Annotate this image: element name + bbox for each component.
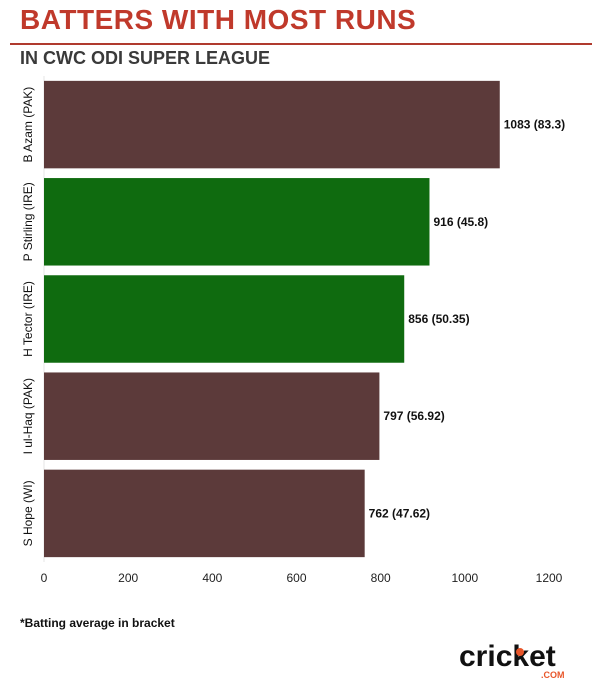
- title-divider: [10, 43, 592, 45]
- x-tick-label: 800: [371, 571, 391, 585]
- logo-suffix: .COM: [541, 670, 565, 680]
- x-tick-label: 1200: [536, 571, 563, 585]
- chart-subtitle: IN CWC ODI SUPER LEAGUE: [20, 48, 271, 68]
- data-label: 797 (56.92): [383, 409, 444, 423]
- logo-wordmark: cricket: [459, 640, 556, 673]
- bar-chart: 1083 (83.3) B Azam (PAK) 916 (45.8) P Stirl…: [21, 76, 565, 585]
- data-label: 1083 (83.3): [504, 118, 565, 132]
- data-label: 916 (45.8): [433, 215, 488, 229]
- category-label: H Tector (IRE): [21, 281, 35, 357]
- category-label: P Stirling (IRE): [21, 182, 35, 261]
- bar: [44, 275, 405, 363]
- x-tick-label: 600: [286, 571, 306, 585]
- chart-title: BATTERS WITH MOST RUNS: [20, 4, 417, 35]
- cricket-com-logo: cricket .COM: [459, 640, 565, 680]
- logo-dot-icon: [516, 648, 524, 656]
- category-label: I ul-Haq (PAK): [21, 378, 35, 454]
- footnote: *Batting average in bracket: [20, 616, 175, 630]
- category-label: B Azam (PAK): [21, 87, 35, 163]
- bar: [44, 372, 380, 460]
- data-label: 762 (47.62): [369, 506, 430, 520]
- bar: [44, 178, 430, 266]
- bar: [44, 469, 365, 558]
- category-label: S Hope (WI): [21, 480, 35, 546]
- bar: [44, 80, 500, 169]
- x-tick-label: 1000: [451, 571, 478, 585]
- x-tick-label: 400: [202, 571, 222, 585]
- data-label: 856 (50.35): [408, 312, 469, 326]
- x-tick-label: 200: [118, 571, 138, 585]
- x-tick-label: 0: [41, 571, 48, 585]
